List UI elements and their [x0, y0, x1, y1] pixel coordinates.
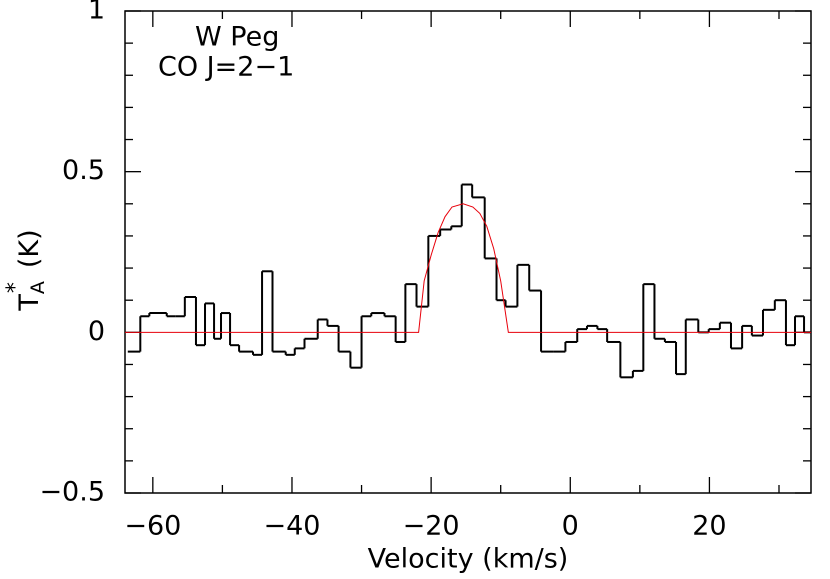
y-tick-label: 0 [88, 316, 105, 347]
annotation: W Peg [195, 22, 279, 53]
x-tick-label: 0 [562, 511, 579, 542]
x-tick-label: 20 [692, 511, 726, 542]
x-tick-label: −60 [124, 511, 181, 542]
x-axis-label: Velocity (km/s) [368, 544, 569, 575]
annotation: CO J=2−1 [158, 52, 294, 83]
step-riser [139, 184, 806, 378]
y-tick-label: 1 [88, 0, 105, 26]
plot-frame [124, 10, 812, 494]
y-axis-label: TA* (K) [3, 229, 49, 311]
x-tick-label: −20 [403, 511, 460, 542]
y-tick-label: −0.5 [39, 477, 105, 508]
y-label-sup: * [3, 282, 28, 293]
y-label-sub: A [27, 281, 49, 294]
y-label-unit: (K) [14, 229, 45, 268]
fit-line [125, 203, 811, 333]
y-label-main: T [14, 294, 45, 312]
y-tick-label: 0.5 [62, 155, 105, 186]
x-tick-label: −40 [263, 511, 320, 542]
